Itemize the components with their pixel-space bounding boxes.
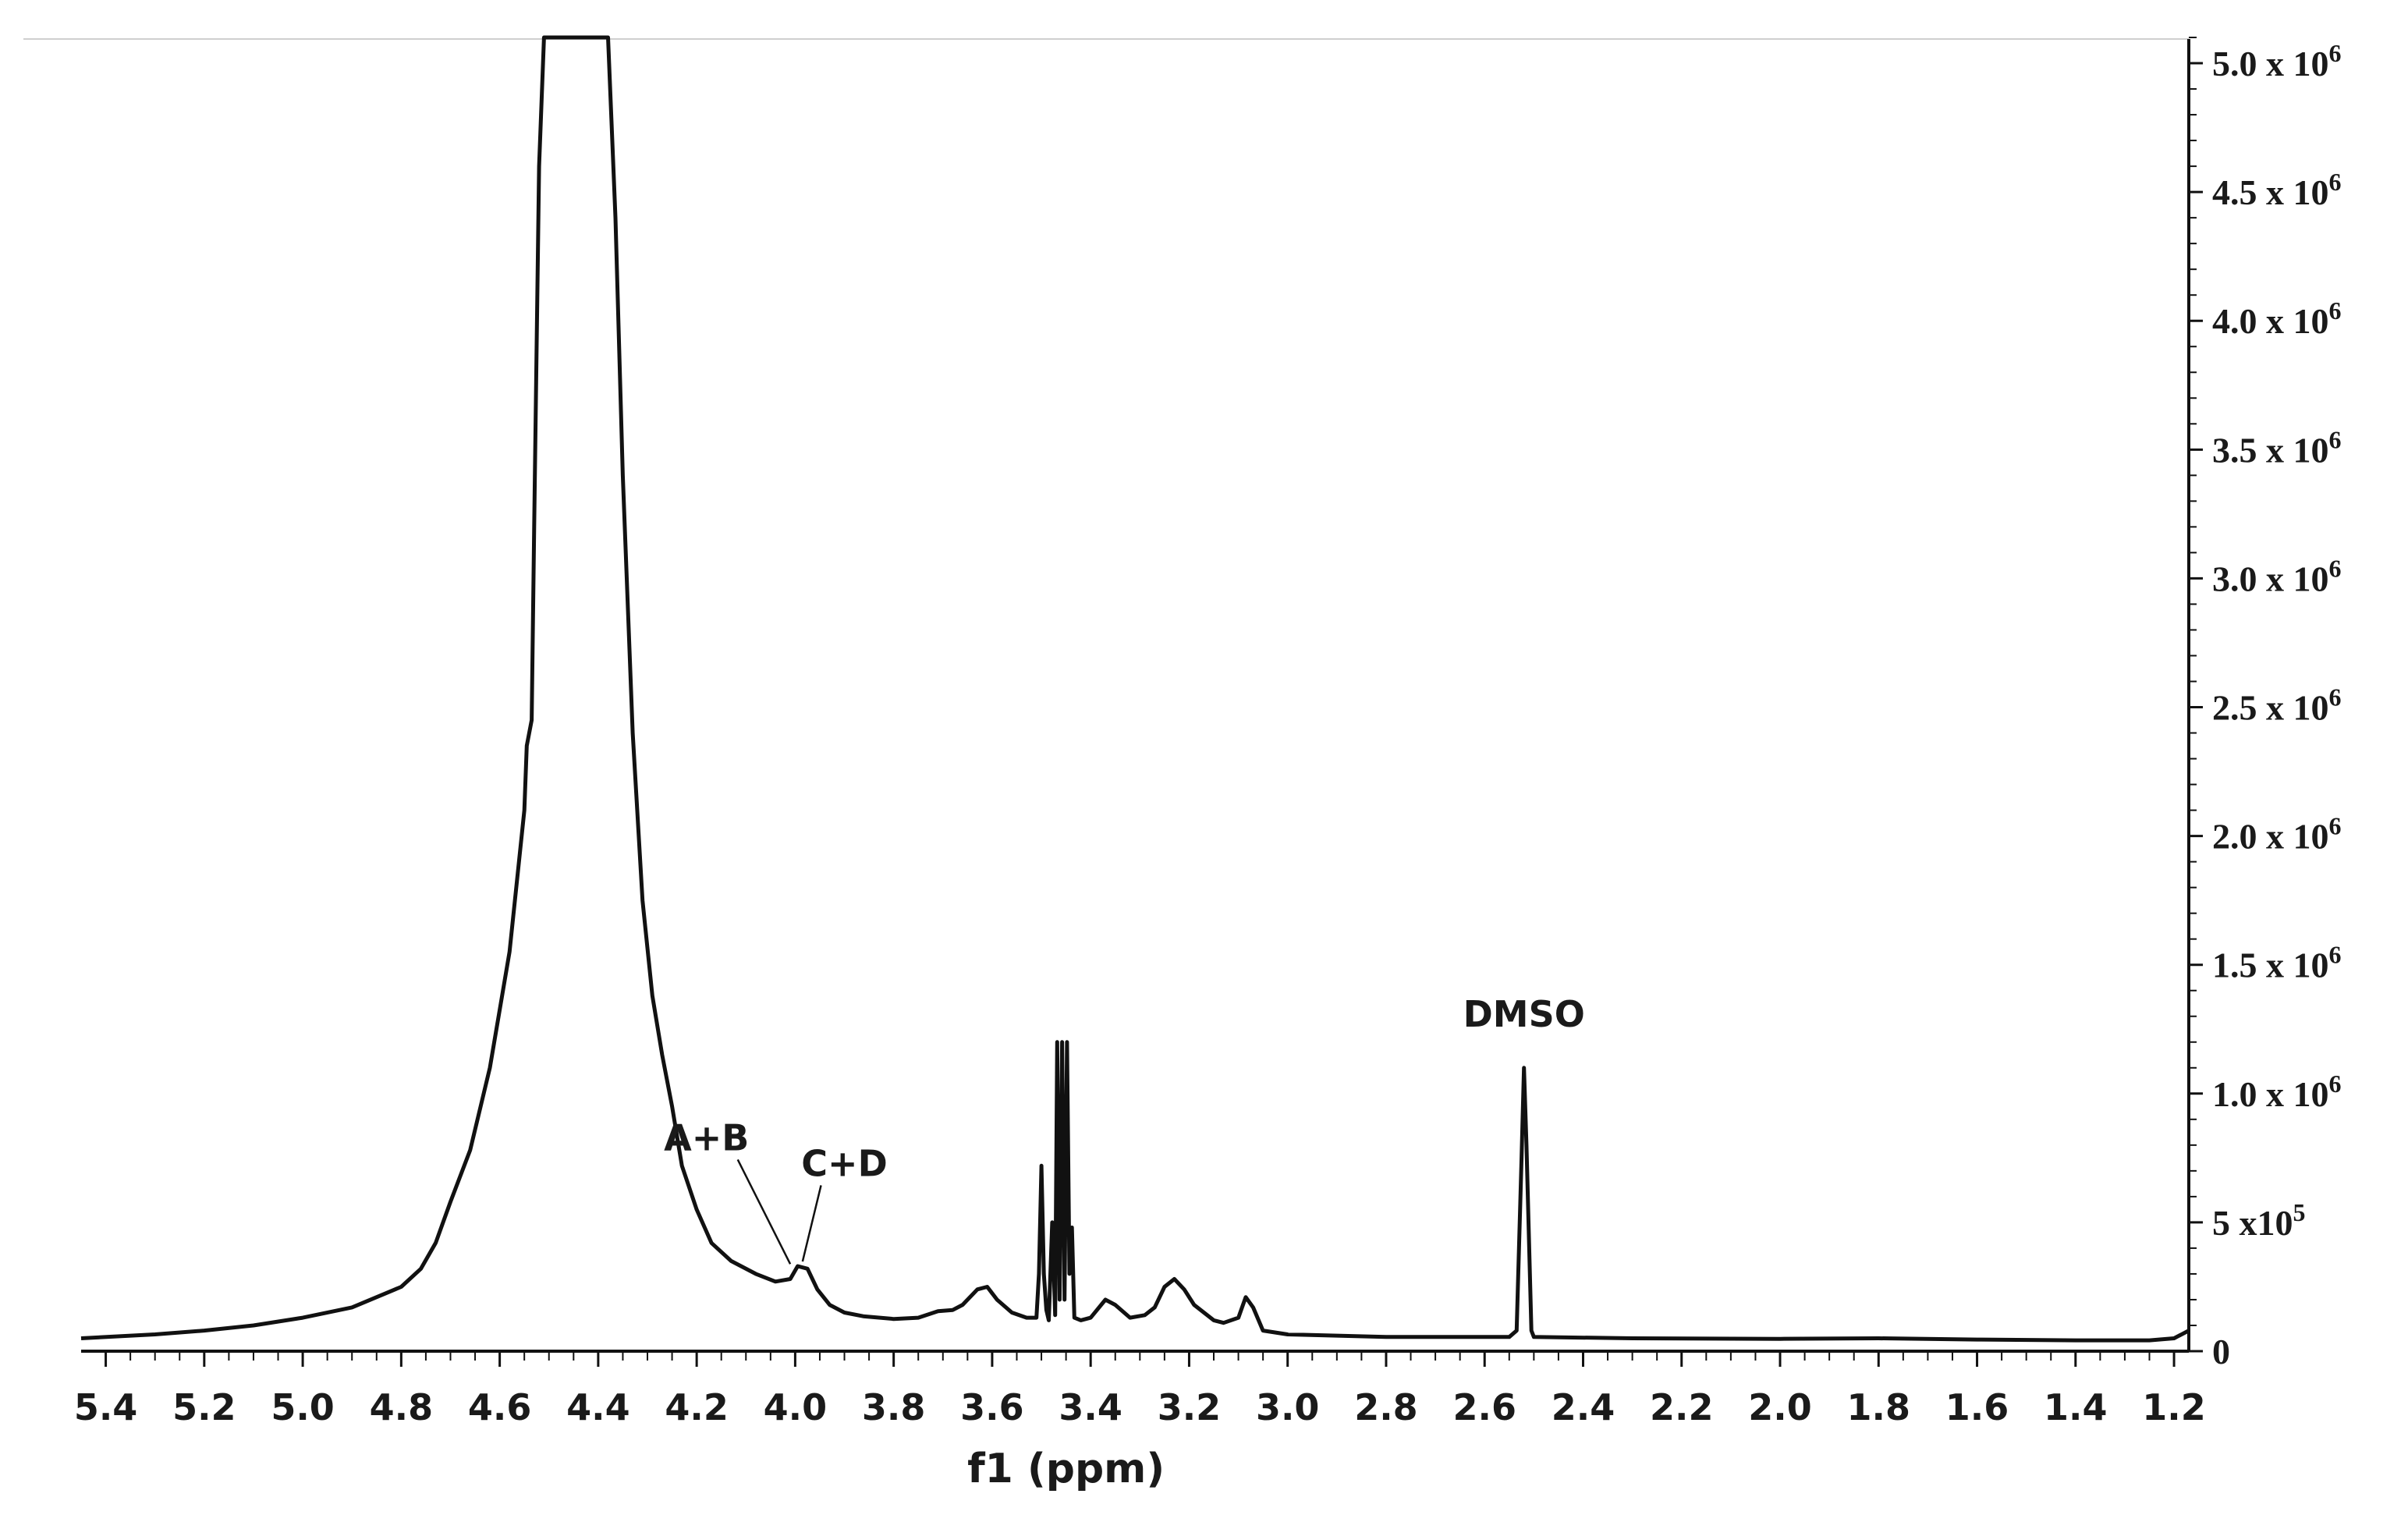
x-tick-label: 4.8 [370,1386,434,1428]
x-tick-label: 3.0 [1256,1386,1320,1428]
y-tick-label: 4.5 x 106 [2212,168,2342,212]
y-tick-label: 2.5 x 106 [2212,683,2342,728]
x-axis: 5.4 5.2 5.0 4.8 4.6 4.4 4.2 4.0 3.8 3.6 3.4 3.2 3.0 2… [74,1351,2206,1428]
y-tick-label: 5 x105 [2212,1198,2306,1243]
x-tick-label: 5.2 [172,1386,236,1428]
annotation-leader [801,1185,822,1262]
y-tick-label: 3.5 x 106 [2212,425,2342,470]
x-tick-label: 3.4 [1059,1386,1122,1428]
x-tick-label: 2.0 [1748,1386,1812,1428]
x-tick-label: 5.0 [271,1386,335,1428]
y-tick-label: 1.5 x 106 [2212,941,2342,985]
y-tick-label: 1.0 x 106 [2212,1070,2342,1114]
x-axis-label: f1 (ppm) [967,1446,1165,1492]
y-tick-label: 4.0 x 106 [2212,296,2342,341]
y-tick-label: 5.0 x 106 [2212,39,2342,83]
x-tick-label: 5.4 [74,1386,138,1428]
x-tick-label: 2.8 [1354,1386,1418,1428]
annotation-label: C+D [801,1142,888,1184]
peak-annotations: A+B C+D DMSO [664,993,1585,1265]
y-tick-label: 2.0 x 106 [2212,812,2342,857]
annotation-label: A+B [664,1116,749,1158]
x-tick-label: 3.6 [960,1386,1024,1428]
x-tick-label: 1.4 [2044,1386,2108,1428]
y-axis: 0 5 x105 1.0 x 106 1.5 x 106 2.0 x 106 2.5 x … [2189,37,2342,1371]
spectrum-line [80,35,2190,1343]
x-tick-label: 4.6 [468,1386,532,1428]
plot-frame [23,38,2190,1353]
y-tick-label: 3.0 x 106 [2212,554,2342,598]
x-tick-label: 2.2 [1650,1386,1714,1428]
x-tick-label: 3.2 [1158,1386,1222,1428]
x-tick-label: 1.8 [1847,1386,1911,1428]
x-tick-label: 2.4 [1552,1386,1615,1428]
y-tick-label: 0 [2212,1332,2230,1371]
x-tick-label: 4.0 [764,1386,828,1428]
annotation-label: DMSO [1463,993,1585,1035]
x-tick-label: 1.6 [1945,1386,2009,1428]
x-tick-label: 2.6 [1452,1386,1516,1428]
x-tick-label: 3.8 [862,1386,926,1428]
x-tick-label: 4.4 [566,1386,630,1428]
x-tick-label: 1.2 [2142,1386,2206,1428]
annotation-leader [736,1158,792,1265]
x-tick-label: 4.2 [665,1386,729,1428]
